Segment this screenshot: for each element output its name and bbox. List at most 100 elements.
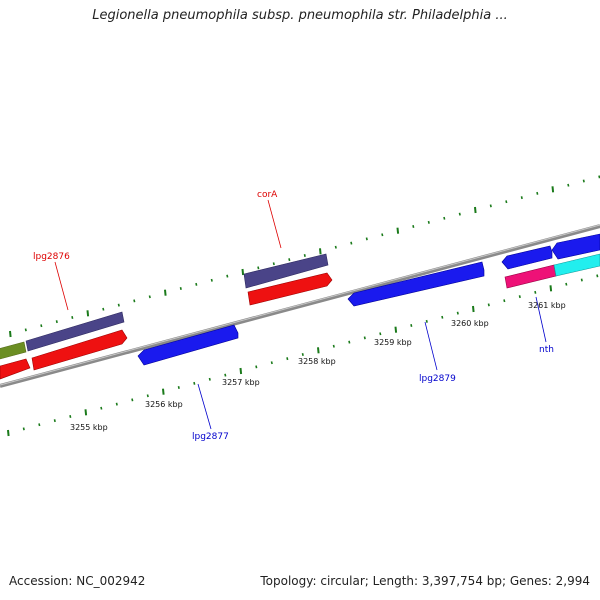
- upper-tick-mark: [40, 324, 43, 328]
- upper-tick-mark: [55, 320, 58, 324]
- label-leader-lpg2879: [424, 321, 438, 371]
- upper-tick-mark: [226, 274, 229, 278]
- lower-tick-mark: [348, 340, 351, 344]
- upper-tick-mark: [458, 212, 461, 216]
- upper-tick-mark: [505, 200, 508, 204]
- lower-tick-mark: [596, 274, 599, 278]
- upper-tick-mark: [288, 258, 291, 262]
- lower-tick-mark: [115, 402, 118, 406]
- lower-tick-mark: [224, 373, 227, 377]
- upper-tick-mark: [582, 179, 585, 183]
- upper-tick-mark: [551, 186, 555, 193]
- gene-label-lpg2877: lpg2877: [192, 432, 229, 442]
- topology-text: Topology: circular; Length: 3,397,754 bp…: [260, 574, 590, 588]
- lower-tick-mark: [580, 278, 583, 282]
- gene-cyan[interactable]: [553, 253, 600, 277]
- upper-tick-mark: [9, 330, 12, 338]
- upper-tick-mark: [195, 282, 198, 286]
- upper-tick-mark: [536, 191, 539, 195]
- upper-tick-mark: [102, 307, 105, 311]
- lower-tick-mark: [487, 303, 490, 307]
- lower-tick-mark: [286, 357, 289, 361]
- lower-tick-mark: [301, 353, 304, 356]
- gene-lpg2876-purple[interactable]: [25, 311, 125, 352]
- upper-tick-mark: [71, 316, 74, 319]
- upper-tick-mark: [567, 183, 570, 187]
- lower-tick-mark: [7, 429, 10, 437]
- lower-tick-mark: [534, 290, 537, 294]
- upper-tick-mark: [381, 233, 384, 237]
- lower-tick-mark: [503, 299, 506, 303]
- lower-tick-mark: [255, 365, 258, 369]
- gene-lpg2876-red[interactable]: [31, 329, 128, 371]
- scale-label-3258: 3258 kbp: [298, 357, 336, 366]
- upper-tick-row: [9, 175, 600, 338]
- lower-tick-mark: [363, 336, 366, 340]
- scale-label-3260: 3260 kbp: [451, 319, 489, 328]
- lower-tick-mark: [177, 386, 180, 389]
- upper-tick-mark: [86, 310, 90, 317]
- lower-tick-mark: [317, 347, 320, 354]
- lower-tick-mark: [549, 285, 553, 292]
- upper-tick-mark: [319, 248, 322, 255]
- label-leader-corA: [267, 199, 282, 249]
- gene-corA-red[interactable]: [247, 272, 333, 306]
- accession-text: Accession: NC_002942: [9, 574, 146, 588]
- scale-label-3255: 3255 kbp: [70, 423, 108, 432]
- upper-tick-mark: [412, 225, 415, 228]
- lower-tick-mark: [472, 305, 475, 313]
- lower-tick-mark: [100, 406, 103, 410]
- gene-red-left[interactable]: [0, 358, 31, 380]
- lower-tick-mark: [146, 394, 149, 398]
- upper-tick-mark: [241, 268, 245, 276]
- scale-label-3257: 3257 kbp: [222, 378, 260, 387]
- lower-tick-mark: [270, 361, 273, 365]
- lower-tick-mark: [332, 344, 335, 348]
- lower-tick-mark: [22, 427, 25, 431]
- upper-tick-mark: [179, 287, 182, 290]
- upper-tick-mark: [24, 328, 27, 332]
- lower-tick-mark: [208, 377, 211, 381]
- lower-tick-mark: [441, 315, 444, 319]
- upper-tick-mark: [272, 262, 275, 266]
- lower-tick-mark: [69, 415, 72, 418]
- map-title: Legionella pneumophila subsp. pneumophil…: [92, 8, 508, 23]
- lower-tick-mark: [193, 381, 196, 385]
- lower-tick-row: [7, 274, 599, 437]
- upper-tick-mark: [210, 278, 213, 282]
- gene-magenta[interactable]: [504, 264, 557, 289]
- gene-blue-right-lower[interactable]: [501, 245, 553, 270]
- scale-label-3259: 3259 kbp: [374, 338, 412, 347]
- lower-tick-mark: [410, 324, 413, 327]
- lower-tick-mark: [518, 295, 521, 299]
- gene-corA-purple[interactable]: [243, 253, 329, 289]
- lower-tick-mark: [53, 419, 56, 423]
- upper-tick-mark: [148, 295, 151, 299]
- label-leader-lpg2877: [197, 383, 212, 430]
- upper-tick-mark: [520, 196, 523, 200]
- gene-lpg2879[interactable]: [347, 261, 485, 307]
- upper-tick-mark: [257, 266, 260, 270]
- lower-tick-mark: [38, 423, 41, 427]
- lower-tick-mark: [456, 311, 459, 315]
- lower-tick-mark: [162, 388, 165, 395]
- gene-blue-right-upper[interactable]: [551, 233, 600, 260]
- upper-tick-mark: [474, 206, 477, 214]
- lower-tick-mark: [394, 326, 398, 333]
- genome-backbone: [0, 224, 600, 388]
- upper-tick-mark: [133, 299, 136, 303]
- lower-tick-mark: [239, 367, 243, 375]
- scale-labels: 3255 kbp 3256 kbp 3257 kbp 3258 kbp 3259…: [70, 301, 566, 432]
- upper-tick-mark: [443, 216, 446, 220]
- upper-tick-mark: [303, 254, 306, 257]
- scale-label-3261: 3261 kbp: [528, 301, 566, 310]
- gene-olive-left[interactable]: [0, 341, 27, 360]
- gene-label-corA: corA: [257, 190, 278, 200]
- lower-tick-mark: [379, 332, 382, 336]
- gene-lpg2877[interactable]: [137, 324, 239, 366]
- label-leader-lpg2876: [54, 261, 69, 311]
- upper-tick-mark: [164, 289, 167, 296]
- gene-label-nth: nth: [539, 345, 554, 355]
- upper-tick-mark: [117, 303, 120, 307]
